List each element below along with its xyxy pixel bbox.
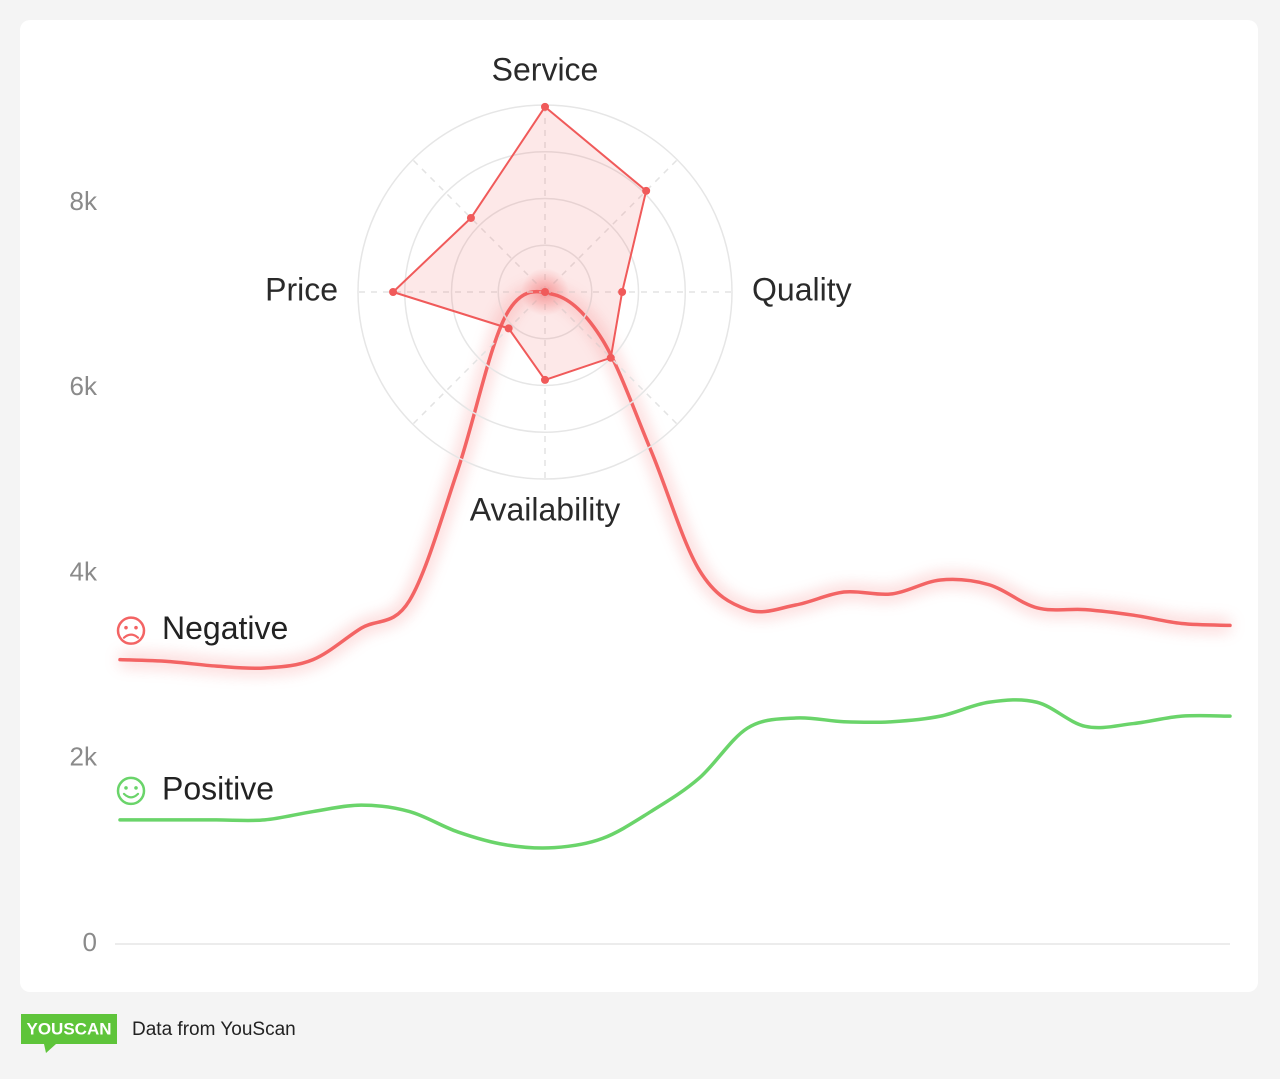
legend-label: Negative: [162, 610, 288, 646]
legend-icon: [116, 776, 146, 806]
radar-point: [642, 186, 651, 195]
radar-ring: [497, 244, 593, 340]
series-line: [118, 698, 1232, 850]
radar-point: [541, 102, 549, 111]
y-tick-label: 8k: [70, 186, 98, 216]
footer: YOUSCAN Data from YouScan: [21, 1014, 296, 1053]
legend-icon-mouth: [122, 633, 140, 639]
radar-point: [541, 375, 549, 384]
y-tick-label: 2k: [70, 742, 98, 772]
series-line: [118, 289, 1232, 671]
y-tick-label: 6k: [70, 371, 98, 401]
legend-label: Positive: [162, 770, 274, 806]
radar-center: [541, 288, 549, 296]
legend-icon-eye: [134, 786, 138, 790]
radar-axis-label: Availability: [470, 491, 621, 527]
footer-text: Data from YouScan: [132, 1019, 296, 1040]
logo-text: YOUSCAN: [26, 1019, 111, 1038]
logo-tail: [44, 1044, 56, 1053]
radar-ring: [450, 197, 640, 387]
y-tick-label: 0: [83, 927, 97, 957]
legend-icon-mouth: [122, 792, 140, 799]
y-tick-label: 4k: [70, 556, 98, 586]
radar-point: [504, 324, 513, 333]
card: [20, 20, 1258, 992]
radar-axis-label: Price: [265, 271, 338, 307]
radar-ring: [404, 151, 686, 433]
logo-box: [21, 1014, 117, 1044]
radar-axis-label: Service: [492, 51, 599, 87]
radar-point: [466, 213, 475, 222]
legend-icon-eye: [134, 625, 138, 630]
legend-icon: [116, 616, 146, 645]
legend-icon-eye: [124, 625, 128, 630]
radar-point: [618, 288, 627, 296]
legend-icon-eye: [124, 786, 128, 790]
radar-point: [389, 288, 398, 296]
radar-point: [606, 353, 615, 362]
radar-axis-label: Quality: [752, 271, 852, 307]
